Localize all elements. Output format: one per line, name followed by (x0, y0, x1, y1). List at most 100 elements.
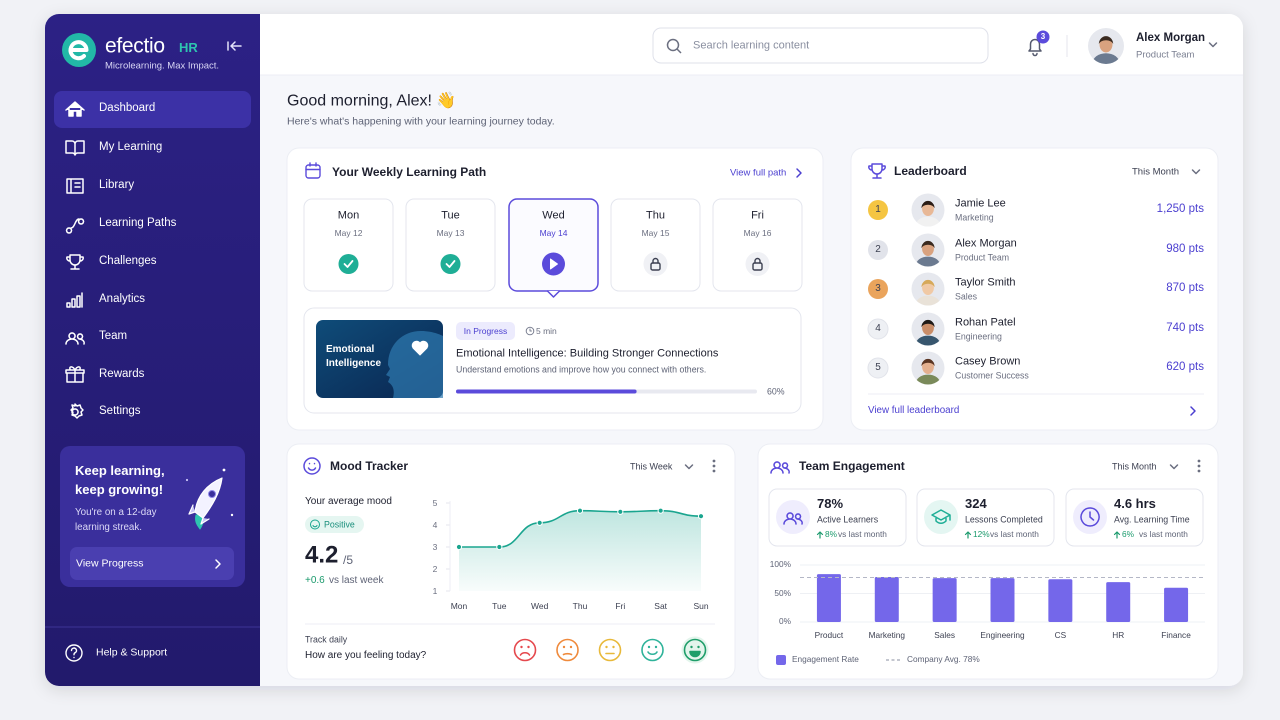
mood-point (536, 519, 543, 526)
locked-icon (643, 252, 668, 276)
learner-name: Casey Brown (955, 355, 1021, 368)
rank-badge (867, 318, 889, 340)
x-tick-label: Fri (615, 600, 626, 611)
mood-badge-label: Positive (324, 519, 355, 530)
avatar-body (915, 295, 941, 306)
period-select[interactable]: This Week (630, 461, 673, 472)
day-date: May 15 (641, 227, 670, 238)
mood-point (576, 507, 584, 514)
bar (1106, 582, 1131, 622)
greeting-subtitle: Here's what's happening with your learni… (287, 115, 555, 128)
nav-item[interactable]: Learning Paths (99, 217, 177, 230)
day-card[interactable] (405, 198, 496, 292)
help-link[interactable]: Help & Support (96, 646, 168, 659)
promo-button[interactable] (70, 547, 234, 580)
day-name: Thu (646, 209, 665, 222)
nav-item[interactable]: Dashboard (99, 102, 156, 115)
day-date: May 12 (334, 227, 363, 238)
rank: 4 (875, 323, 881, 334)
search-box[interactable] (652, 27, 989, 64)
mood-option[interactable] (598, 638, 622, 662)
day-card[interactable] (303, 198, 394, 292)
mouth (647, 651, 658, 656)
eye (647, 645, 651, 649)
frame-content (45, 14, 1243, 686)
stat-label: Avg. Learning Time (1114, 514, 1190, 525)
collapse-icon[interactable] (227, 41, 242, 51)
eye (690, 645, 693, 649)
nav-icon (66, 292, 83, 308)
chevron (684, 464, 694, 470)
mood-option[interactable] (556, 638, 579, 662)
mood-option[interactable] (683, 638, 707, 662)
brand-suffix: HR (179, 40, 198, 56)
calendar-icon-top (305, 162, 321, 171)
chevron (1191, 169, 1201, 175)
day-card[interactable] (610, 198, 701, 292)
eye (697, 645, 700, 649)
rank-badge (868, 279, 888, 299)
mood-point (657, 507, 664, 514)
eye (605, 645, 608, 649)
avatar-hair (921, 279, 935, 288)
locked-icon (745, 252, 770, 276)
x-tick-label: HR (1112, 630, 1125, 641)
calendar-icon (305, 164, 321, 179)
learner-points: 620 pts (1166, 361, 1204, 374)
learner-points: 740 pts (1166, 322, 1204, 335)
team-card (757, 443, 1219, 680)
y-tick-label: 2 (432, 563, 438, 574)
avatar-figure (915, 319, 941, 346)
y-tick-label: 4 (432, 519, 438, 530)
course-image-text: Emotional Intelligence (326, 344, 382, 369)
trophy-icon (868, 163, 886, 179)
y-tick-label: 100% (769, 559, 791, 570)
mood-scale: /5 (343, 552, 354, 567)
rank-badge (868, 200, 888, 220)
stat-change-text: vs last month (838, 529, 887, 540)
y-tick-label: 5 (432, 497, 438, 508)
nav-item[interactable]: Rewards (99, 368, 145, 381)
mood-option[interactable] (641, 638, 664, 662)
day-name: Wed (542, 209, 565, 222)
course-image-head (386, 331, 443, 398)
mood-score: 4.2 (305, 541, 339, 569)
mood-change-text: vs last week (329, 575, 384, 586)
promo-text: You're on a 12-day learning streak. (75, 507, 157, 533)
stat-value: 324 (965, 496, 987, 512)
legend-label: Company Avg. 78% (907, 654, 980, 665)
check (445, 260, 456, 268)
rank-badge (868, 240, 888, 260)
nav-item[interactable]: Team (99, 330, 128, 343)
search-placeholder[interactable]: Search learning content (693, 39, 810, 52)
brand-name: efectio (105, 34, 165, 58)
mood-point (496, 543, 503, 551)
x-tick-label: Product (814, 630, 844, 641)
period-select[interactable]: This Month (1132, 166, 1179, 178)
view-full-leaderboard[interactable]: View full leaderboard (868, 405, 960, 417)
stat-change: 8% (825, 529, 837, 540)
period-select[interactable]: This Month (1112, 461, 1157, 472)
nav-item[interactable]: My Learning (99, 141, 163, 154)
nav-item[interactable]: Settings (99, 405, 141, 418)
nav-item[interactable]: Library (99, 179, 135, 192)
mood-option[interactable] (513, 638, 537, 662)
avatar (915, 319, 941, 346)
stat-label: Lessons Completed (965, 514, 1043, 525)
average-label: Your average mood (305, 496, 392, 507)
nav-active (54, 91, 251, 128)
view-full-path[interactable]: View full path (730, 167, 787, 179)
promo-button-label[interactable]: View Progress (76, 557, 144, 570)
help-icon (65, 644, 83, 662)
bell-icon[interactable] (1028, 38, 1042, 57)
nav-icon (65, 366, 85, 383)
rank: 2 (875, 244, 881, 255)
day-date: May 14 (539, 227, 568, 238)
nav-item[interactable]: Analytics (99, 293, 146, 306)
nav-item[interactable]: Challenges (99, 255, 157, 268)
learner-team: Sales (955, 291, 978, 302)
course-duration: 5 min (536, 325, 557, 336)
day-card[interactable] (712, 198, 803, 292)
day-name: Tue (441, 209, 460, 222)
avatar (915, 200, 941, 227)
